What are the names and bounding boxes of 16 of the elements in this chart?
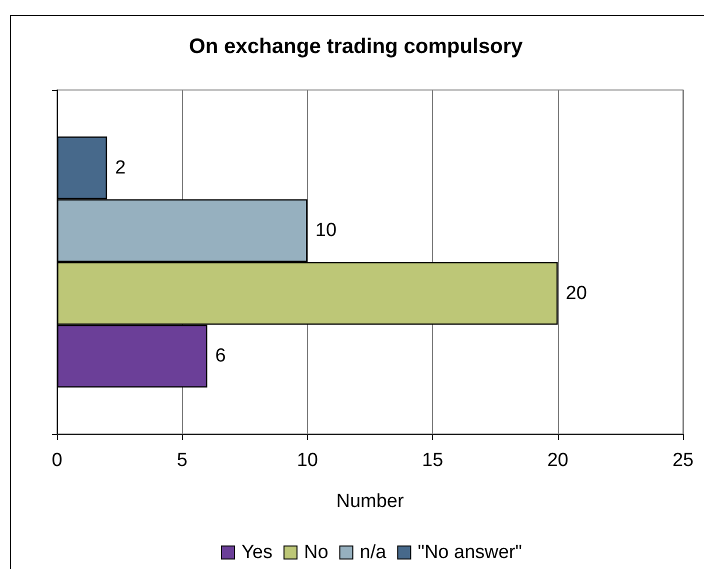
legend-label: n/a [360,542,387,563]
legend-label: No [304,542,328,563]
data-label: 20 [566,282,587,304]
x-tick-label: 20 [547,450,568,471]
x-tick-label: 15 [422,450,444,471]
x-tick-label: 25 [672,450,694,471]
legend-label: Yes [242,542,272,563]
data-label: 2 [115,157,126,178]
data-label: 10 [315,220,337,242]
x-tick-label: 10 [296,450,318,471]
x-tick-label: 5 [176,450,188,471]
x-axis-title: Number [336,491,404,512]
chart-title: On exchange trading compulsory [189,35,524,58]
legend-label: "No answer" [418,542,522,563]
data-label: 6 [215,346,226,367]
x-tick-label: 0 [52,450,62,471]
